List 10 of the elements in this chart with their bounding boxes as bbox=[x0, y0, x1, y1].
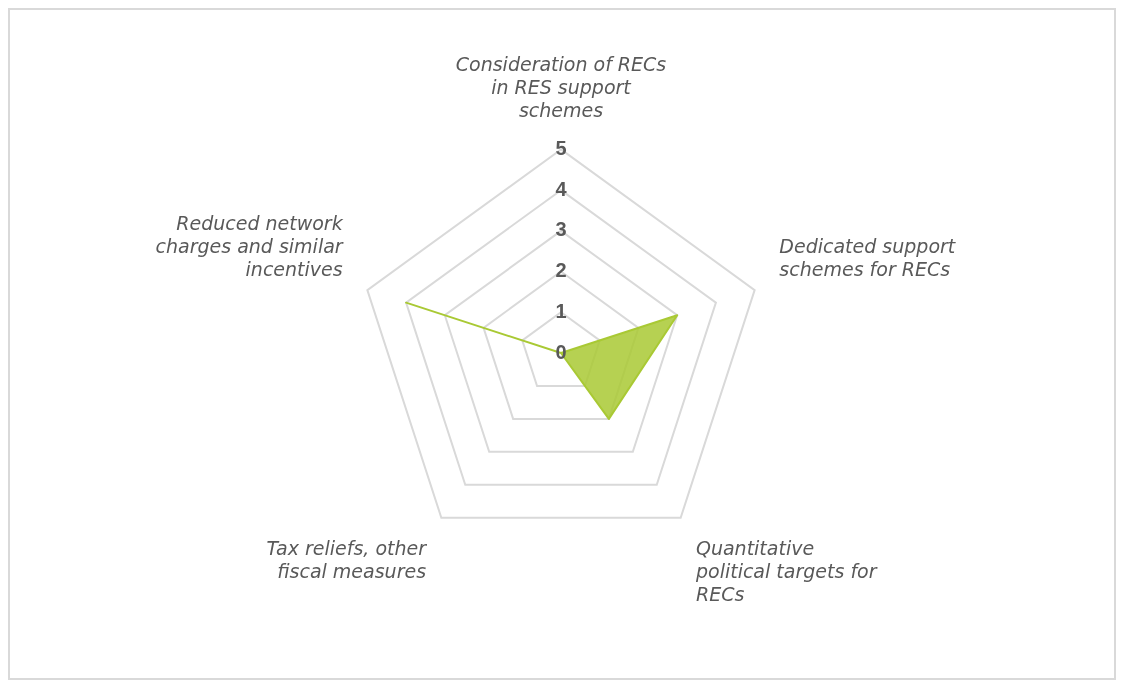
y-tick-label: 4 bbox=[555, 177, 568, 200]
spoke-label: Consideration of RECs in RES support schemes bbox=[455, 53, 667, 121]
y-tick-label: 1 bbox=[555, 299, 567, 322]
spoke-label: Dedicated support schemes for RECs bbox=[779, 234, 957, 280]
y-tick-label: 3 bbox=[555, 218, 567, 241]
spoke-label: Quantitative political targets for RECs bbox=[694, 537, 878, 605]
spoke-label: Reduced network charges and similar incentives bbox=[155, 211, 344, 280]
spoke-label: Tax reliefs, other fiscal measures bbox=[266, 537, 428, 582]
y-tick-label: 2 bbox=[555, 259, 567, 282]
y-tick-label: 5 bbox=[555, 136, 567, 159]
